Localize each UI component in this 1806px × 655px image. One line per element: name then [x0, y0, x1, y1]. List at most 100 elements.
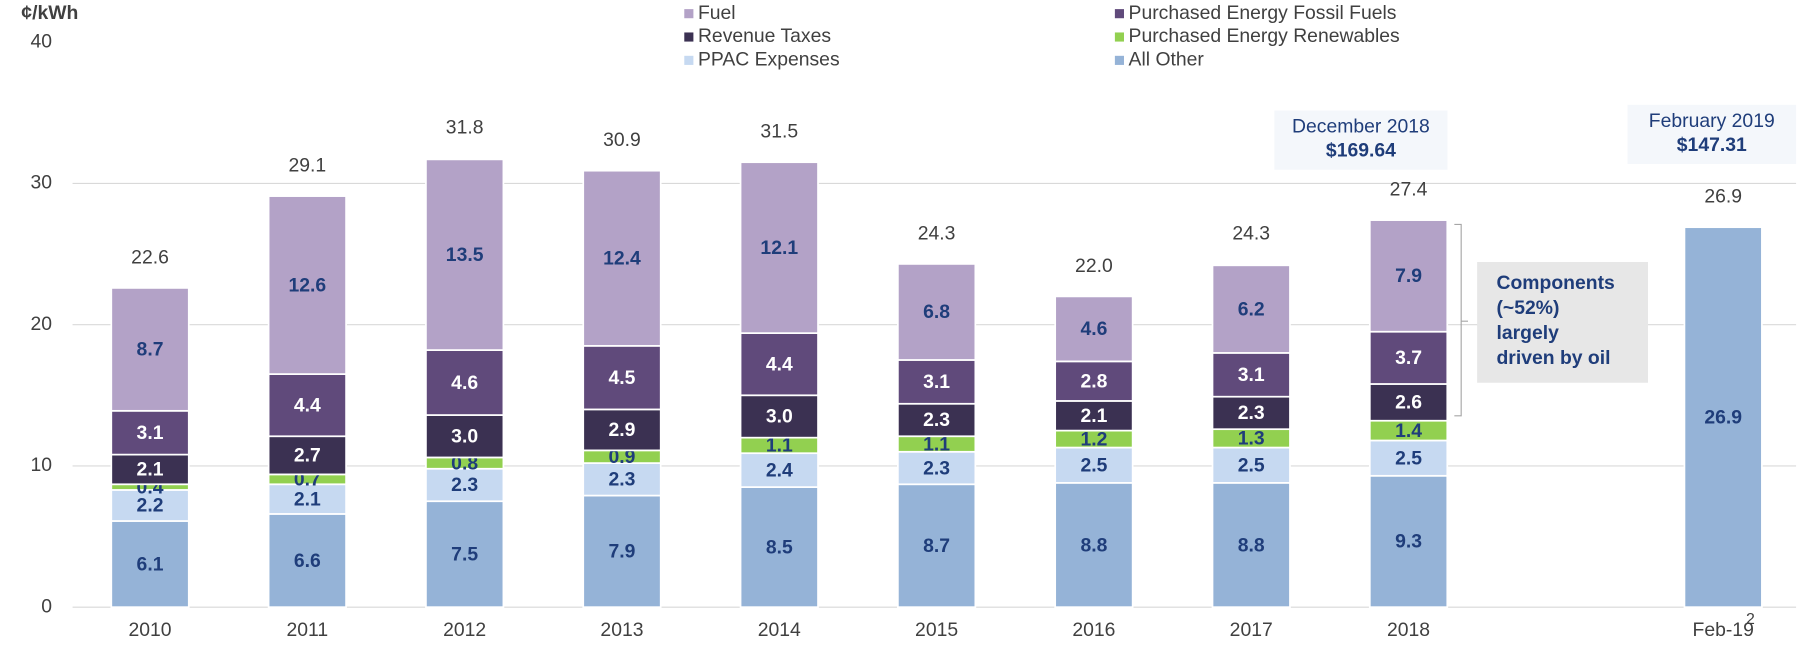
segment-label: 4.5 [609, 367, 636, 389]
segment-label: 2.2 [137, 495, 164, 517]
y-tick-label: 0 [41, 595, 52, 617]
total-label: 27.4 [1390, 179, 1428, 201]
segment-label: 0.9 [609, 446, 636, 468]
bar-segment [1211, 264, 1291, 354]
bar-segment [1211, 446, 1291, 484]
x-tick-label: 2011 [287, 619, 329, 641]
segment-label: 2.1 [294, 488, 321, 510]
x-tick-label: 2010 [128, 619, 171, 641]
legend-swatch [684, 32, 694, 42]
x-tick-label: Feb-19 [1693, 619, 1754, 641]
segment-label: 8.5 [766, 536, 793, 558]
total-label: 24.3 [1232, 222, 1270, 244]
segment-label: 26.9 [1704, 406, 1742, 428]
segment-label: 3.1 [923, 371, 950, 393]
callout-text: Components [1496, 272, 1614, 294]
callout-text: (~52%) [1496, 297, 1559, 319]
segment-label: 8.7 [923, 535, 950, 557]
segment-label: 2.6 [1395, 392, 1422, 414]
bar-segment [110, 489, 190, 522]
annotation-box [1627, 104, 1797, 165]
segment-label: 3.7 [1395, 347, 1422, 369]
callout-box [1477, 262, 1648, 383]
segment-label: 2.3 [923, 457, 950, 479]
segment-label: 2.5 [1395, 447, 1422, 469]
segment-label: 7.5 [451, 543, 478, 565]
bar-segment [110, 287, 190, 412]
total-label: 22.6 [131, 246, 169, 268]
segment-label: 6.6 [294, 550, 321, 572]
segment-label: 7.9 [609, 541, 636, 563]
segment-label: 9.3 [1395, 531, 1422, 553]
segment-label: 13.5 [446, 244, 484, 266]
legend-swatch [684, 9, 694, 19]
total-label: 22.0 [1075, 255, 1113, 277]
total-label: 24.3 [918, 222, 956, 244]
segment-label: 2.5 [1080, 454, 1107, 476]
bar-segment [1368, 474, 1449, 609]
segment-label: 6.2 [1238, 298, 1265, 320]
segment-label: 2.3 [609, 469, 636, 491]
segment-label: 4.4 [294, 394, 321, 416]
segment-label: 2.1 [137, 459, 164, 481]
bracket [1454, 223, 1469, 417]
annotation-text: $169.64 [1326, 140, 1396, 162]
segment-label: 3.1 [1238, 364, 1265, 386]
bar-segment [1211, 352, 1291, 398]
segment-label: 2.9 [609, 419, 636, 441]
segment-label: 2.5 [1238, 454, 1265, 476]
x-tick-label: 2014 [758, 619, 801, 641]
segment-label: 4.6 [1080, 318, 1107, 340]
bar-segment [1368, 219, 1449, 333]
bar-segment [582, 169, 662, 347]
bar-segment [1054, 295, 1134, 363]
segment-label: 3.0 [451, 425, 478, 447]
segment-label: 8.7 [137, 339, 164, 361]
segment-label: 1.2 [1080, 428, 1107, 450]
y-tick-label: 30 [31, 172, 53, 194]
legend-swatch [1114, 32, 1124, 42]
segment-label: 4.4 [766, 353, 793, 375]
bar-segment [267, 195, 347, 375]
segment-label: 4.6 [451, 372, 478, 394]
bar-segment [110, 409, 190, 456]
bar-segment [582, 408, 662, 452]
bar-segment [267, 435, 347, 476]
bar-segment [425, 500, 505, 609]
segment-label: 2.3 [1238, 402, 1265, 424]
annotation-text: February 2019 [1649, 110, 1775, 132]
bar-segment [739, 161, 819, 334]
total-label: 29.1 [289, 155, 327, 177]
x-tick-label: 2012 [443, 619, 486, 641]
bar-segment [1054, 446, 1134, 484]
bar-segment [897, 359, 977, 405]
segment-label: 1.1 [766, 435, 793, 457]
segment-label: 7.9 [1395, 265, 1422, 287]
legend-swatch [1114, 55, 1124, 65]
segment-label: 2.4 [766, 459, 793, 481]
y-tick-label: 20 [31, 313, 53, 335]
x-tick-label: 2018 [1387, 619, 1430, 641]
segment-label: 2.1 [1080, 405, 1107, 427]
bar-segment [897, 450, 977, 486]
bar-segment [1211, 395, 1291, 431]
segment-label: 1.4 [1395, 420, 1422, 442]
bar-segment [110, 520, 190, 609]
legend-label: Purchased Energy Fossil Fuels [1129, 2, 1397, 24]
segment-label: 6.1 [137, 553, 164, 575]
bar-segment [267, 513, 347, 609]
legend-label: Purchased Energy Renewables [1129, 25, 1400, 47]
bar-segment [897, 483, 977, 609]
callout-text: largely [1496, 322, 1559, 344]
segment-label: 2.8 [1080, 370, 1107, 392]
annotation-text: December 2018 [1292, 116, 1430, 138]
segment-label: 3.0 [766, 406, 793, 428]
legend-label: Fuel [698, 2, 736, 24]
bar-segment [739, 394, 819, 439]
callout-text: driven by oil [1496, 347, 1610, 369]
legend-label: PPAC Expenses [698, 48, 840, 70]
bar-segment [425, 414, 505, 459]
bar-segment [425, 349, 505, 416]
annotation-text: $147.31 [1677, 134, 1747, 156]
legend-label: All Other [1129, 48, 1205, 70]
